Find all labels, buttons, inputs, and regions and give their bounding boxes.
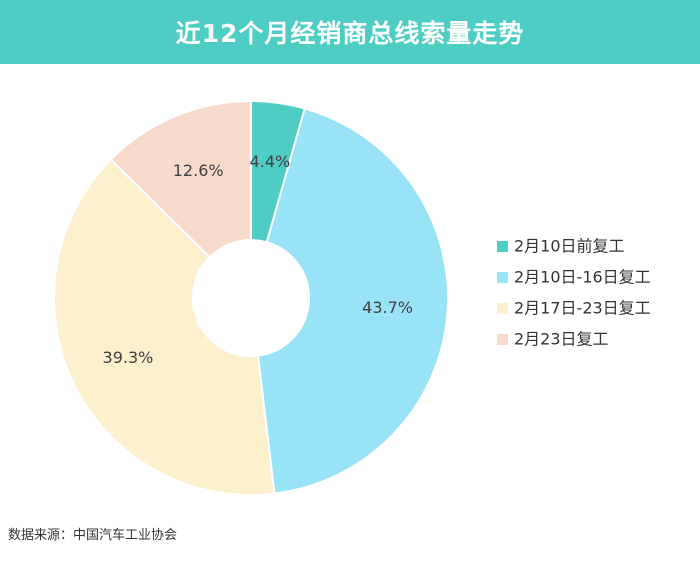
data-labels-group: 4.4% 43.7% 39.3% 12.6% [103,152,413,367]
slices-group [53,99,449,496]
chart-title: 近12个月经销商总线索量走势 [175,19,525,48]
legend-label-3: 2月23日复工 [514,330,609,349]
title-bar: 近12个月经销商总线索量走势 [0,0,700,64]
pie-slice-2 [53,158,276,496]
legend-swatch-2 [497,303,508,314]
pie-slice-1 [256,107,449,495]
legend-label-1: 2月10日-16日复工 [514,268,651,287]
data-label-0: 4.4% [250,152,291,171]
pie-slice-3 [109,99,252,259]
legend-swatch-0 [497,241,508,252]
legend: 2月10日前复工 2月10日-16日复工 2月17日-23日复工 2月23日复工 [497,237,651,349]
legend-label-0: 2月10日前复工 [514,237,625,256]
legend-swatch-1 [497,272,508,283]
source-note: 数据来源：中国汽车工业协会 [8,528,178,543]
data-label-1: 43.7% [362,298,413,317]
legend-label-2: 2月17日-23日复工 [514,299,651,318]
data-label-2: 39.3% [103,348,154,367]
legend-swatch-3 [497,334,508,345]
data-label-3: 12.6% [173,161,224,180]
